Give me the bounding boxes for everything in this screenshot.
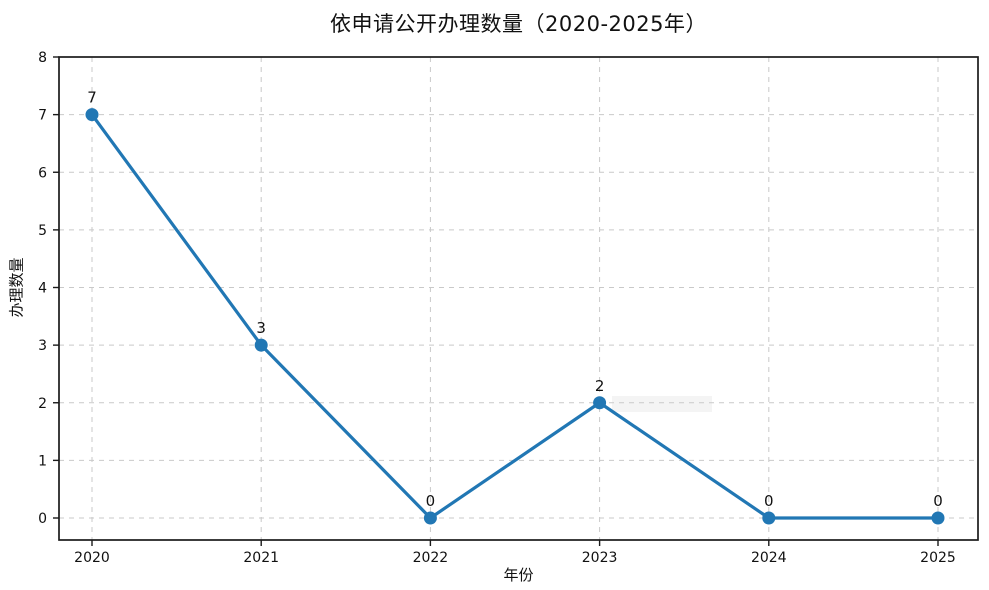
x-axis-label: 年份	[503, 566, 534, 584]
y-tick-label: 0	[38, 511, 47, 527]
data-point-label: 2	[595, 377, 605, 395]
data-point-label: 7	[87, 89, 97, 107]
data-point-marker	[762, 511, 776, 525]
data-point-label: 0	[426, 492, 436, 510]
x-tick-label: 2020	[74, 550, 110, 566]
data-point-label: 0	[933, 492, 943, 510]
x-tick-label: 2023	[582, 550, 618, 566]
y-tick-label: 7	[38, 108, 47, 124]
y-tick-label: 8	[38, 50, 47, 66]
y-tick-label: 6	[38, 165, 47, 181]
watermark-smudge	[612, 396, 712, 412]
y-tick-label: 1	[38, 453, 47, 469]
x-tick-label: 2021	[243, 550, 279, 566]
data-point-marker	[254, 338, 268, 352]
y-tick-label: 5	[38, 223, 47, 239]
y-tick-label: 2	[38, 396, 47, 412]
data-point-marker	[423, 511, 437, 525]
y-axis-label: 办理数量	[7, 257, 26, 318]
data-point-marker	[931, 511, 945, 525]
data-point-label: 0	[764, 492, 774, 510]
x-tick-label: 2024	[751, 550, 787, 566]
x-tick-label: 2022	[413, 550, 449, 566]
y-tick-label: 4	[38, 281, 47, 297]
data-point-label: 3	[256, 319, 266, 337]
data-point-marker	[593, 396, 607, 410]
series-line	[90, 113, 940, 520]
axes-box	[58, 56, 979, 541]
x-tick-label: 2025	[920, 550, 956, 566]
y-tick-label: 3	[38, 338, 47, 354]
chart-title: 依申请公开办理数量（2020-2025年）	[330, 12, 707, 36]
data-point-marker	[85, 108, 99, 122]
